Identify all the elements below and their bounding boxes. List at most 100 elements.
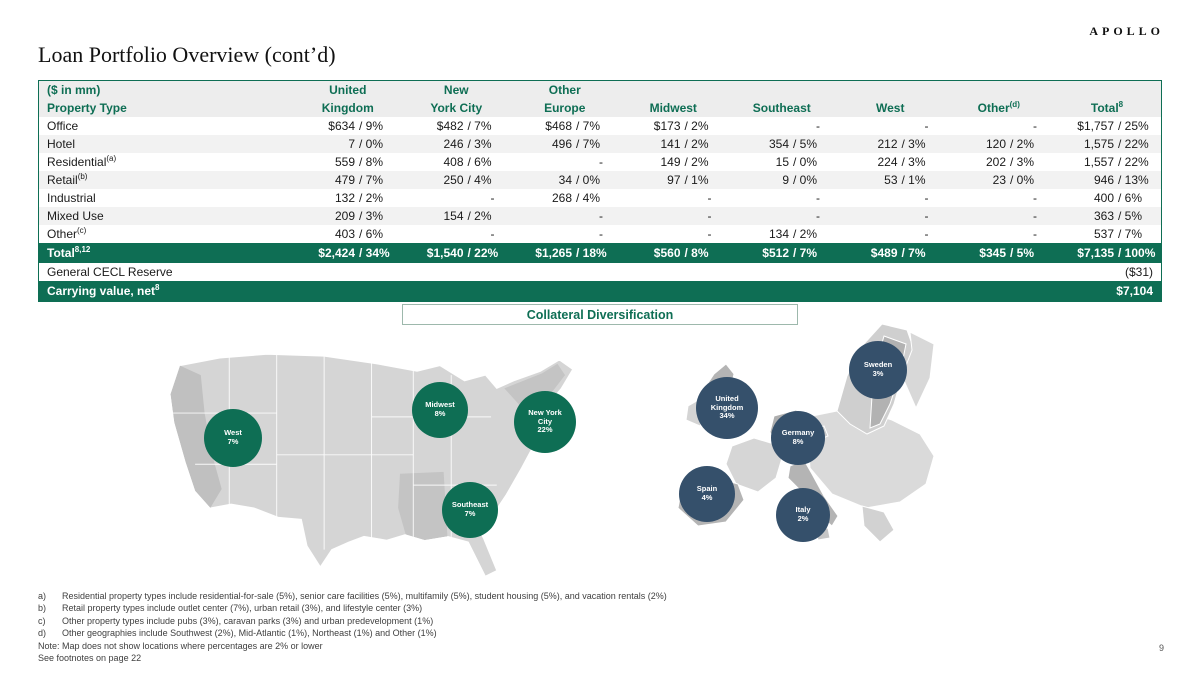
europe-bubble-spain: Spain 4% — [679, 466, 735, 522]
footnote-d: d) Other geographies include Southwest (… — [38, 628, 437, 639]
table-cell: - — [836, 207, 945, 225]
us-bubble-midwest: Midwest 8% — [412, 382, 468, 438]
col-header: West — [836, 99, 945, 117]
footnotes: a) Residential property types include re… — [38, 590, 667, 664]
table-cell: - — [727, 117, 836, 135]
table-row-industrial: Industrial 132/ 2% -268/ 4% - - - -400/ 6% — [38, 189, 1162, 207]
page-number: 9 — [1158, 643, 1164, 653]
us-bubble-west: West 7% — [204, 409, 262, 467]
cecl-label: General CECL Reserve — [38, 263, 294, 281]
table-cell: 224/ 3% — [836, 153, 945, 171]
table-cell: - — [944, 225, 1053, 243]
table-cell: 154/ 2% — [402, 207, 511, 225]
footnote-b: b) Retail property types include outlet … — [38, 603, 423, 614]
europe-bubble-italy: Italy 2% — [776, 488, 830, 542]
cecl-value: ($31) — [293, 263, 1162, 281]
table-cell: - — [944, 207, 1053, 225]
table-cell: 141/ 2% — [619, 135, 728, 153]
row-label: Hotel — [38, 135, 294, 153]
table-cell: - — [836, 225, 945, 243]
table-cell: 496/ 7% — [510, 135, 619, 153]
row-label: Industrial — [38, 189, 294, 207]
table-cell: - — [944, 189, 1053, 207]
row-label: Retail(b) — [38, 171, 294, 189]
col-header-line1 — [727, 80, 836, 99]
table-cell: $173/ 2% — [619, 117, 728, 135]
europe-bubble-united-kingdom: United Kingdom 34% — [696, 377, 758, 439]
table-cell: - — [510, 225, 619, 243]
apollo-logo: APOLLO — [1089, 24, 1164, 38]
loan-portfolio-table-wrap: ($ in mm) United New Other Property Type… — [38, 80, 1162, 302]
table-cell: 403/ 6% — [293, 225, 402, 243]
table-cell: 7/ 0% — [293, 135, 402, 153]
footnote-note: Note: Map does not show locations where … — [38, 640, 323, 651]
footnote-see: See footnotes on page 22 — [38, 653, 142, 664]
table-cell: - — [727, 207, 836, 225]
col-header: Total8 — [1053, 99, 1162, 117]
table-cell: 97/ 1% — [619, 171, 728, 189]
col-header-line1 — [1053, 80, 1162, 99]
table-cell: 537/ 7% — [1053, 225, 1162, 243]
table-cell: 946/ 13% — [1053, 171, 1162, 189]
col-header: York City — [402, 99, 511, 117]
table-cell: - — [619, 207, 728, 225]
table-cell: - — [402, 189, 511, 207]
table-cell: - — [619, 189, 728, 207]
row-label: Mixed Use — [38, 207, 294, 225]
table-cell: 212/ 3% — [836, 135, 945, 153]
col-header-line1: United — [293, 80, 402, 99]
col-header: Other(d) — [944, 99, 1053, 117]
table-cell: $1,265/ 18% — [510, 243, 619, 263]
units-label: ($ in mm) — [38, 80, 294, 99]
col-header-line1 — [619, 80, 728, 99]
table-cell: $634/ 9% — [293, 117, 402, 135]
table-cell: $2,424/ 34% — [293, 243, 402, 263]
table-header-row-2: Property Type Kingdom York City Europe M… — [38, 99, 1162, 117]
table-cell: 120/ 2% — [944, 135, 1053, 153]
table-cell: - — [402, 225, 511, 243]
table-cell: 354/ 5% — [727, 135, 836, 153]
table-cell: 53/ 1% — [836, 171, 945, 189]
collateral-diversification-box: Collateral Diversification — [402, 304, 798, 325]
table-cell: - — [727, 189, 836, 207]
europe-map — [677, 323, 935, 543]
table-cell: - — [836, 117, 945, 135]
table-header-row-1: ($ in mm) United New Other — [38, 80, 1162, 99]
table-cell: 34/ 0% — [510, 171, 619, 189]
table-cell: $1,757/ 25% — [1053, 117, 1162, 135]
table-cell: $482/ 7% — [402, 117, 511, 135]
table-cell: 202/ 3% — [944, 153, 1053, 171]
footnote-a: a) Residential property types include re… — [38, 591, 667, 601]
table-row-residential: Residential(a) 559/ 8% 408/ 6% -149/ 2% 15/ … — [38, 153, 1162, 171]
row-label: Other(c) — [38, 225, 294, 243]
table-cell: $560/ 8% — [619, 243, 728, 263]
us-bubble-southeast: Southeast 7% — [442, 482, 498, 538]
table-cell: - — [510, 207, 619, 225]
table-cell: - — [836, 189, 945, 207]
table-total-row: Total8,12 $2,424/ 34% $1,540/ 22% $1,265/ … — [38, 243, 1162, 263]
table-cell: $345/ 5% — [944, 243, 1053, 263]
table-cell: 268/ 4% — [510, 189, 619, 207]
table-cell: 132/ 2% — [293, 189, 402, 207]
table-cell: 15/ 0% — [727, 153, 836, 171]
table-row-office: Office $634/ 9% $482/ 7% $468/ 7% $173/ 2% - -… — [38, 117, 1162, 135]
table-row-mixed-use: Mixed Use 209/ 3% 154/ 2% - - - - -363/ 5% — [38, 207, 1162, 225]
table-cell: 149/ 2% — [619, 153, 728, 171]
table-cell: - — [510, 153, 619, 171]
table-cell: 9/ 0% — [727, 171, 836, 189]
table-cell: 408/ 6% — [402, 153, 511, 171]
table-cell: - — [944, 117, 1053, 135]
table-cell: $489/ 7% — [836, 243, 945, 263]
table-cell: $1,540/ 22% — [402, 243, 511, 263]
us-bubble-new-york-city: New York City 22% — [514, 391, 576, 453]
carrying-value-row: Carrying value, net8 $7,104 — [38, 281, 1162, 302]
carrying-value-label: Carrying value, net8 — [38, 281, 294, 302]
table-row-other: Other(c) 403/ 6% - - -134/ 2% - -537/ 7% — [38, 225, 1162, 243]
footnote-c: c) Other property types include pubs (3%… — [38, 615, 434, 626]
table-body: Office $634/ 9% $482/ 7% $468/ 7% $173/ 2% - -… — [38, 117, 1162, 243]
table-cell: 209/ 3% — [293, 207, 402, 225]
collateral-diversification-title: Collateral Diversification — [526, 307, 674, 322]
table-row-hotel: Hotel 7/ 0% 246/ 3% 496/ 7% 141/ 2% 354/ 5% 21… — [38, 135, 1162, 153]
col-header-line1 — [944, 80, 1053, 99]
